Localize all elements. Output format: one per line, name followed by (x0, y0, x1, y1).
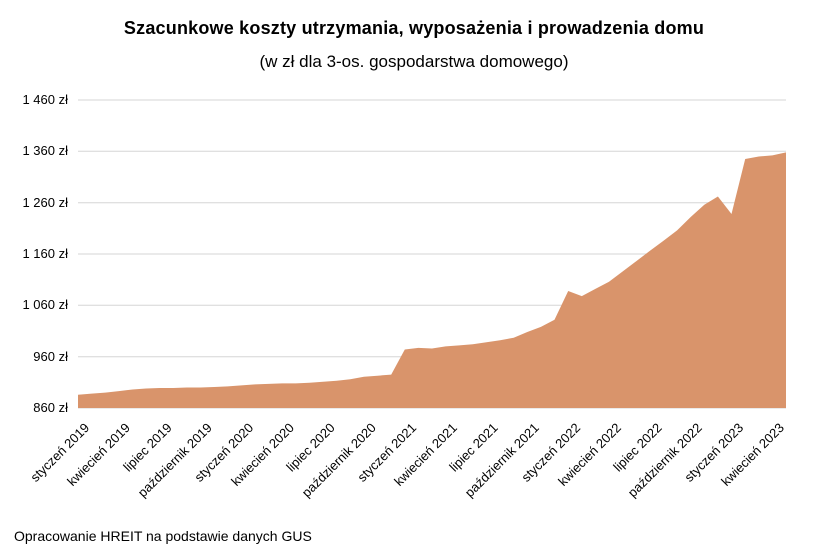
y-tick-label: 960 zł (33, 348, 68, 364)
y-tick-label: 1 460 zł (22, 92, 68, 107)
y-tick-label: 1 360 zł (22, 143, 68, 159)
chart-title: Szacunkowe koszty utrzymania, wyposażeni… (123, 18, 705, 38)
area-series (78, 152, 786, 408)
y-tick-label: 1 060 zł (22, 297, 68, 313)
y-tick-label: 1 160 zł (22, 246, 68, 261)
chart-subtitle: (w zł dla 3-os. gospodarstwa domowego) (259, 52, 569, 71)
source-note: Opracowanie HREIT na podstawie danych GU… (14, 528, 312, 544)
y-tick-label: 1 260 zł (22, 194, 68, 210)
y-tick-label: 860 zł (33, 400, 68, 415)
